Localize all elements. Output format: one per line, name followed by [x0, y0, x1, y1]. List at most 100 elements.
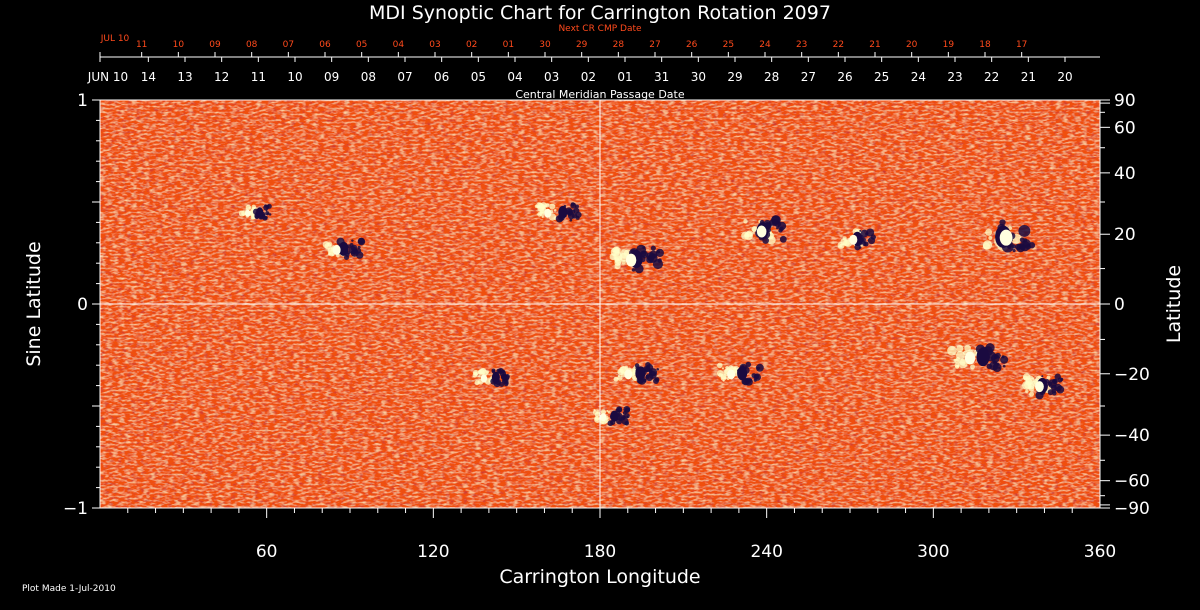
cmp-date-label: 20 — [1057, 70, 1072, 84]
positive-flux-patch — [594, 415, 600, 421]
negative-flux-patch — [776, 226, 779, 230]
next-cr-date-label: 18 — [979, 40, 991, 50]
cmp-date-label: 08 — [361, 70, 376, 84]
negative-flux-patch — [1011, 244, 1016, 249]
cmp-date-axis: JUN 10 14 13 12 11 10 09 08 07 06 05 04 03 02 01 31 30 29… — [87, 56, 1100, 84]
positive-flux-patch — [477, 368, 485, 376]
positive-flux-patch — [1029, 391, 1035, 397]
negative-flux-patch — [356, 251, 364, 259]
active-regions — [238, 202, 1065, 427]
positive-flux-patch — [486, 370, 490, 374]
negative-flux-patch — [1000, 355, 1009, 364]
negative-flux-patch — [753, 378, 757, 382]
positive-flux-patch — [606, 409, 609, 413]
cmp-date-label: 05 — [471, 70, 486, 84]
x-tick-label: 360 — [1084, 542, 1116, 562]
positive-flux-patch — [839, 243, 843, 248]
sunspot-positive — [624, 369, 633, 380]
negative-flux-patch — [491, 368, 496, 373]
positive-flux-patch — [744, 231, 753, 241]
negative-flux-patch — [867, 237, 876, 245]
next-cr-date-label: 04 — [393, 40, 405, 50]
cmp-date-label: 11 — [251, 70, 266, 84]
positive-flux-patch — [592, 410, 598, 415]
x-tick-label: 240 — [750, 542, 782, 562]
y-tick-label: −1 — [63, 499, 88, 519]
negative-flux-patch — [854, 244, 861, 251]
cmp-date-label: 07 — [397, 70, 412, 84]
negative-flux-patch — [1047, 389, 1054, 396]
next-cr-date-label: 03 — [429, 40, 440, 50]
next-cr-date-label: 26 — [686, 40, 698, 50]
negative-flux-patch — [1002, 364, 1006, 368]
negative-flux-patch — [569, 218, 573, 222]
negative-flux-patch — [1019, 237, 1025, 243]
negative-flux-patch — [262, 215, 268, 221]
next-cr-date-label: 30 — [539, 40, 551, 50]
next-cr-date-label: 06 — [319, 40, 331, 50]
cmp-date-label: 21 — [1021, 70, 1036, 84]
cmp-date-label: 25 — [874, 70, 889, 84]
latitude-tick-label: 0 — [1114, 295, 1125, 315]
next-cr-date-label: 05 — [356, 40, 367, 50]
negative-flux-patch — [862, 242, 867, 247]
positive-flux-patch — [959, 359, 966, 366]
negative-flux-patch — [1052, 378, 1058, 385]
cmp-date-label: 10 — [287, 70, 302, 84]
sunspot-negative — [610, 410, 619, 422]
positive-flux-patch — [607, 410, 611, 414]
sunspot-negative — [491, 371, 500, 384]
negative-flux-patch — [268, 213, 272, 216]
negative-flux-patch — [779, 235, 787, 243]
negative-flux-patch — [989, 361, 999, 371]
next-cr-date-label: 21 — [869, 40, 880, 50]
negative-flux-patch — [567, 210, 573, 216]
cmp-date-label: 04 — [507, 70, 522, 84]
negative-flux-patch — [645, 373, 654, 382]
positive-flux-patch — [540, 204, 546, 209]
cmp-date-label: 09 — [324, 70, 339, 84]
positive-flux-patch — [720, 375, 727, 381]
y-axis-right: 90 60 40 20 0 −20 −40 −60 −90 — [1100, 91, 1150, 519]
negative-flux-patch — [624, 407, 630, 413]
latitude-tick-label: −20 — [1114, 365, 1150, 385]
next-cr-date-label: 17 — [1016, 40, 1027, 50]
positive-flux-patch — [478, 374, 481, 378]
positive-flux-patch — [752, 226, 758, 232]
sunspot-positive — [600, 413, 607, 422]
y-tick-label: 1 — [77, 91, 88, 111]
negative-flux-patch — [1041, 375, 1044, 378]
positive-flux-patch — [621, 259, 626, 265]
sunspot-positive — [625, 253, 637, 267]
negative-flux-patch — [653, 378, 659, 384]
sunspot-positive — [964, 351, 976, 365]
cmp-date-label: 13 — [177, 70, 192, 84]
next-cr-label: Next CR CMP Date — [558, 24, 642, 34]
negative-flux-patch — [504, 374, 510, 380]
positive-flux-patch — [245, 204, 252, 211]
positive-flux-patch — [1023, 375, 1028, 380]
positive-flux-patch — [947, 345, 957, 356]
positive-flux-patch — [964, 344, 971, 352]
positive-flux-patch — [612, 246, 620, 254]
negative-flux-patch — [1052, 391, 1057, 396]
negative-flux-patch — [265, 209, 268, 212]
next-cr-date-label: 19 — [943, 40, 955, 50]
negative-flux-patch — [573, 207, 580, 214]
negative-flux-patch — [343, 254, 350, 260]
cmp-date-label: 30 — [691, 70, 706, 84]
latitude-tick-label: −90 — [1114, 499, 1150, 519]
negative-flux-patch — [570, 202, 575, 207]
positive-flux-patch — [1028, 385, 1035, 392]
next-cr-date-label: 09 — [209, 40, 221, 50]
negative-flux-patch — [657, 258, 662, 263]
positive-flux-patch — [248, 206, 251, 209]
positive-flux-patch — [631, 375, 636, 380]
positive-flux-patch — [534, 204, 539, 209]
cmp-date-label: 26 — [837, 70, 852, 84]
negative-flux-patch — [865, 232, 869, 236]
negative-flux-patch — [998, 366, 1001, 369]
cmp-date-label: 27 — [801, 70, 816, 84]
y-axis-left-label: Sine Latitude — [23, 241, 45, 366]
next-cr-date-label: 22 — [833, 40, 844, 50]
